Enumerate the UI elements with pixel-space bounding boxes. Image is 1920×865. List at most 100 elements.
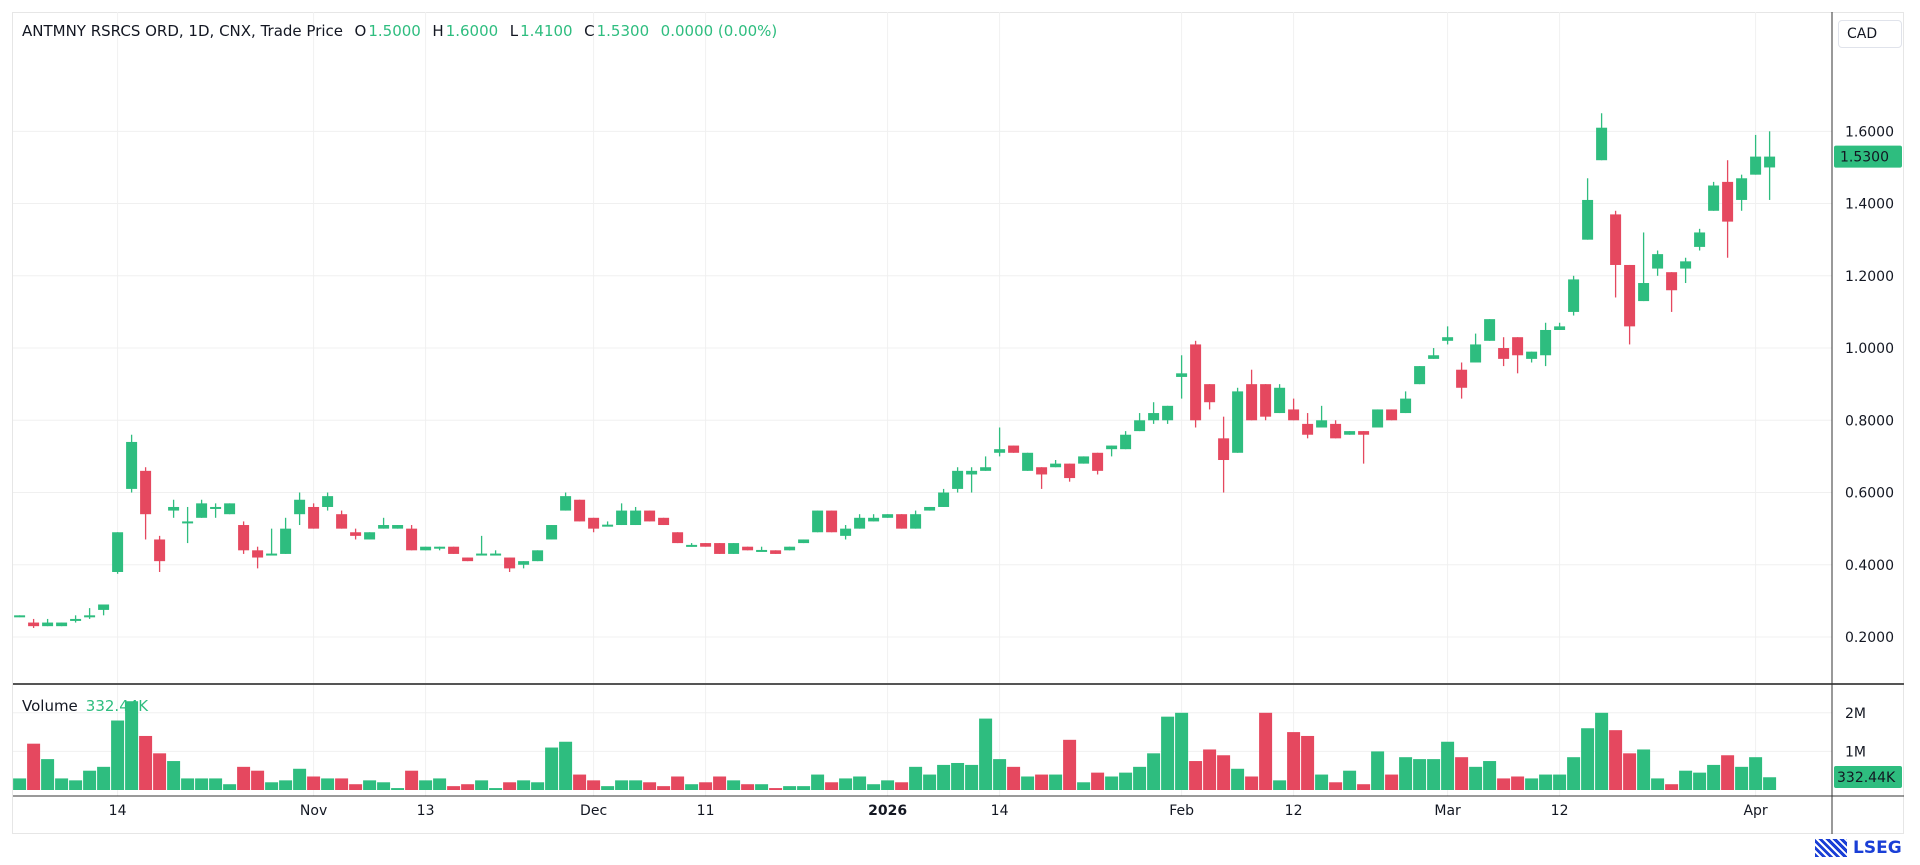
- volume-bar-up: [1763, 777, 1777, 790]
- candle-up: [84, 615, 96, 618]
- volume-bar-up: [1105, 776, 1119, 790]
- candle-up: [1750, 156, 1762, 175]
- volume-bar-up: [195, 778, 209, 790]
- time-tick-label: 11: [697, 803, 715, 819]
- volume-bar-up: [83, 770, 97, 790]
- candle-up: [1162, 405, 1174, 421]
- time-tick-label: 14: [991, 803, 1009, 819]
- candle-down: [1218, 438, 1230, 461]
- volume-bar-down: [1203, 749, 1217, 790]
- volume-bar-down: [657, 786, 671, 790]
- volume-bar-up: [1553, 774, 1567, 790]
- volume-bar-up: [1693, 772, 1707, 790]
- candle-down: [826, 510, 838, 533]
- candle-down: [308, 506, 320, 529]
- volume-bar-up: [1441, 741, 1455, 790]
- last-price-label: 1.5300: [1840, 150, 1889, 166]
- volume-bar-up: [937, 764, 951, 790]
- candle-down: [588, 517, 600, 529]
- volume-bar-up: [1539, 774, 1553, 790]
- time-tick-label: 14: [109, 803, 127, 819]
- volume-bar-up: [69, 780, 83, 790]
- candle-down: [1302, 423, 1314, 435]
- volume-bar-up: [951, 762, 965, 790]
- candle-up: [1568, 279, 1580, 312]
- candle-up: [910, 514, 922, 529]
- last-volume-label: 332.44K: [1837, 770, 1896, 786]
- volume-bar-up: [1525, 778, 1539, 790]
- volume-legend: Volume 332.44K: [22, 697, 148, 715]
- candle-down: [140, 470, 152, 515]
- candle-up: [1400, 398, 1412, 414]
- candle-up: [364, 532, 376, 540]
- currency-button[interactable]: CAD: [1838, 20, 1902, 48]
- volume-bar-up: [13, 778, 27, 790]
- volume-bar-up: [433, 778, 447, 790]
- symbol-legend: ANTMNY RSRCS ORD, 1D, CNX, Trade Price O…: [22, 22, 779, 40]
- candle-up: [518, 561, 530, 565]
- volume-bar-up: [475, 780, 489, 790]
- candle-up: [1148, 413, 1160, 421]
- volume-bar-up: [279, 780, 293, 790]
- candle-up: [728, 543, 740, 554]
- volume-bar-up: [181, 778, 195, 790]
- candle-up: [1050, 463, 1062, 468]
- volume-bar-down: [1357, 784, 1371, 790]
- lseg-logo[interactable]: LSEG: [1815, 838, 1902, 858]
- candle-up: [168, 506, 180, 511]
- volume-bar-down: [1385, 774, 1399, 790]
- symbol-title: ANTMNY RSRCS ORD, 1D, CNX, Trade Price: [22, 22, 343, 40]
- candle-up: [434, 546, 446, 549]
- candle-down: [462, 557, 474, 562]
- candle-down: [504, 557, 516, 569]
- volume-bar-up: [223, 784, 237, 790]
- candle-up: [1582, 199, 1594, 240]
- candle-up: [1232, 391, 1244, 453]
- candle-up: [812, 510, 824, 533]
- volume-bar-down: [1329, 782, 1343, 790]
- volume-bar-up: [1581, 728, 1595, 790]
- candle-up: [756, 549, 768, 552]
- candle-up: [616, 510, 628, 526]
- candle-up: [42, 622, 54, 627]
- volume-bar-down: [1217, 755, 1231, 790]
- volume-bar-down: [1259, 712, 1273, 790]
- candle-down: [1610, 214, 1622, 265]
- lseg-logo-icon: [1815, 839, 1847, 857]
- volume-bar-up: [923, 774, 937, 790]
- candle-up: [280, 528, 292, 554]
- volume-bar-down: [447, 786, 461, 790]
- volume-bar-up: [1749, 757, 1763, 790]
- volume-value: 332.44K: [85, 697, 149, 715]
- candle-up: [1022, 452, 1034, 471]
- candle-up: [322, 496, 334, 507]
- candle-down: [574, 499, 586, 522]
- time-tick-label: Apr: [1743, 803, 1767, 819]
- candle-up: [1414, 366, 1426, 385]
- last-price-tag: [1834, 145, 1902, 168]
- price-tick-label: 0.8000: [1845, 413, 1894, 429]
- candle-up: [112, 532, 124, 572]
- volume-bar-down: [895, 782, 909, 790]
- volume-bar-up: [97, 766, 111, 790]
- low-label: L: [509, 22, 519, 40]
- volume-label: Volume: [22, 697, 78, 715]
- volume-bar-down: [1497, 778, 1511, 790]
- candle-up: [854, 517, 866, 529]
- candle-up: [560, 496, 572, 511]
- candle-up: [868, 517, 880, 522]
- candle-up: [1680, 261, 1692, 269]
- volume-bar-up: [1049, 774, 1063, 790]
- candle-down: [1008, 445, 1020, 453]
- volume-bar-up: [755, 784, 769, 790]
- candle-up: [952, 470, 964, 489]
- open-label: O: [354, 22, 367, 40]
- volume-bar-down: [699, 782, 713, 790]
- candle-up: [182, 521, 194, 524]
- candle-up: [476, 553, 488, 556]
- price-tick-label: 1.4000: [1845, 197, 1894, 213]
- candle-down: [1064, 463, 1076, 479]
- volume-bar-up: [629, 780, 643, 790]
- candle-up: [1344, 431, 1356, 435]
